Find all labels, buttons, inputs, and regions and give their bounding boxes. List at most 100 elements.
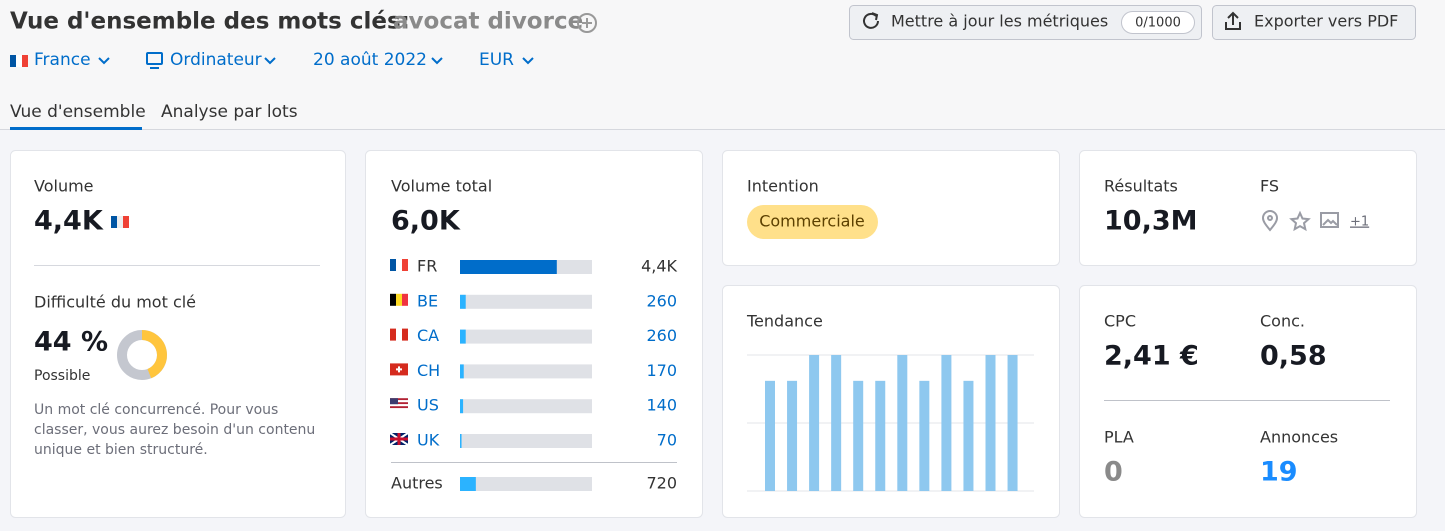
features-more[interactable]: +1	[1350, 215, 1369, 230]
country-code: US	[417, 396, 439, 415]
bar	[460, 399, 464, 414]
header-bg	[0, 0, 1445, 130]
trend-bar	[919, 380, 930, 491]
country-volume: 70	[657, 431, 677, 450]
cpc-label: CPC	[1104, 312, 1136, 331]
flag-part	[402, 328, 408, 341]
feature-icons	[1261, 210, 1339, 232]
flag-part	[390, 328, 396, 341]
bar	[460, 260, 557, 274]
flag-fr	[10, 55, 28, 67]
pla-label: PLA	[1104, 428, 1134, 447]
divider	[34, 265, 320, 266]
bar-track	[460, 434, 592, 448]
flag	[390, 293, 408, 306]
trend-bar	[1007, 355, 1018, 491]
trend-bar	[787, 380, 798, 491]
trend-bar	[985, 355, 996, 491]
flag-part	[390, 404, 408, 407]
flag-part	[390, 406, 408, 409]
flag-part	[402, 293, 408, 306]
keyword: avocat divorce	[393, 9, 583, 35]
bar	[460, 329, 466, 344]
flag-part	[390, 398, 408, 401]
bar-track	[460, 364, 592, 379]
country-code: CA	[417, 326, 439, 345]
cards	[10, 150, 1417, 518]
flag	[390, 398, 408, 411]
competition-label: Conc.	[1260, 312, 1305, 331]
country-code: CH	[417, 361, 440, 380]
flag-part	[390, 433, 408, 445]
features-label: FS	[1260, 177, 1279, 196]
volume-value: 4,4K	[34, 206, 104, 237]
country-code: BE	[417, 291, 438, 310]
flag-part	[396, 259, 402, 271]
trend-bar	[897, 355, 908, 491]
divider	[1104, 400, 1390, 401]
flag-part	[390, 400, 408, 403]
flag	[389, 432, 409, 446]
trend-bar	[831, 355, 842, 491]
others-label: Autres	[391, 474, 443, 493]
bar-track	[460, 294, 592, 309]
country-volume: 720	[646, 474, 677, 493]
bar-track	[460, 399, 592, 414]
difficulty-level: Possible	[34, 368, 90, 384]
bar	[460, 294, 466, 309]
flag-part	[396, 293, 402, 306]
flag-part	[396, 366, 402, 373]
filter-device[interactable]: Ordinateur	[170, 50, 262, 70]
divider	[391, 462, 677, 463]
update-label: Mettre à jour les métriques	[891, 12, 1108, 31]
trend-label: Tendance	[746, 312, 823, 331]
page-title: Vue d'ensemble des mots clés:	[10, 9, 410, 35]
flag-part	[390, 259, 396, 271]
update-button[interactable]: Mettre à jour les métriques 0/1000	[849, 5, 1202, 40]
flag	[390, 363, 408, 376]
country-volume: 260	[646, 291, 677, 310]
intent-value: Commerciale	[759, 212, 865, 231]
flag-part	[390, 408, 408, 411]
trend-bar	[875, 380, 886, 491]
intent-label: Intention	[747, 177, 819, 196]
tab-overview[interactable]: Vue d'ensemble	[10, 102, 146, 122]
filter-date[interactable]: 20 août 2022	[313, 50, 427, 70]
flag-fr	[111, 216, 129, 228]
bar	[460, 364, 464, 379]
monitor-icon	[146, 52, 163, 69]
flag	[390, 328, 408, 341]
bar	[460, 434, 462, 448]
difficulty-description: Un mot clé concurrencé. Pour vous classe…	[34, 402, 316, 458]
volume-label: Volume	[34, 177, 94, 196]
export-button[interactable]: Exporter vers PDF	[1212, 5, 1416, 40]
filter-country[interactable]: France	[34, 50, 91, 70]
flag-part	[390, 293, 396, 306]
flag-part	[390, 402, 408, 405]
country-volume: 260	[646, 326, 677, 345]
country-volume: 4,4K	[641, 257, 677, 276]
country-code: UK	[417, 431, 440, 450]
add-icon[interactable]	[577, 13, 597, 33]
flag	[390, 259, 408, 271]
difficulty-value: 44 %	[34, 327, 108, 358]
update-count: 0/1000	[1135, 16, 1181, 31]
country-volume: 170	[646, 361, 677, 380]
filter-currency[interactable]: EUR	[479, 50, 514, 70]
bar-track	[460, 329, 592, 344]
country-code: FR	[417, 257, 437, 276]
cpc-value: 2,41 €	[1104, 341, 1199, 372]
flag-part	[402, 259, 408, 271]
difficulty-label: Difficulté du mot clé	[34, 293, 196, 312]
results-value: 10,3M	[1104, 206, 1198, 237]
trend-bar	[963, 380, 974, 491]
results-label: Résultats	[1104, 177, 1178, 196]
export-label: Exporter vers PDF	[1254, 12, 1398, 31]
bar	[460, 477, 476, 491]
ads-value[interactable]: 19	[1260, 457, 1298, 488]
trend-bar	[765, 380, 775, 491]
flag-part	[396, 328, 402, 341]
tab-batch[interactable]: Analyse par lots	[161, 102, 298, 122]
pla-value: 0	[1104, 457, 1123, 488]
